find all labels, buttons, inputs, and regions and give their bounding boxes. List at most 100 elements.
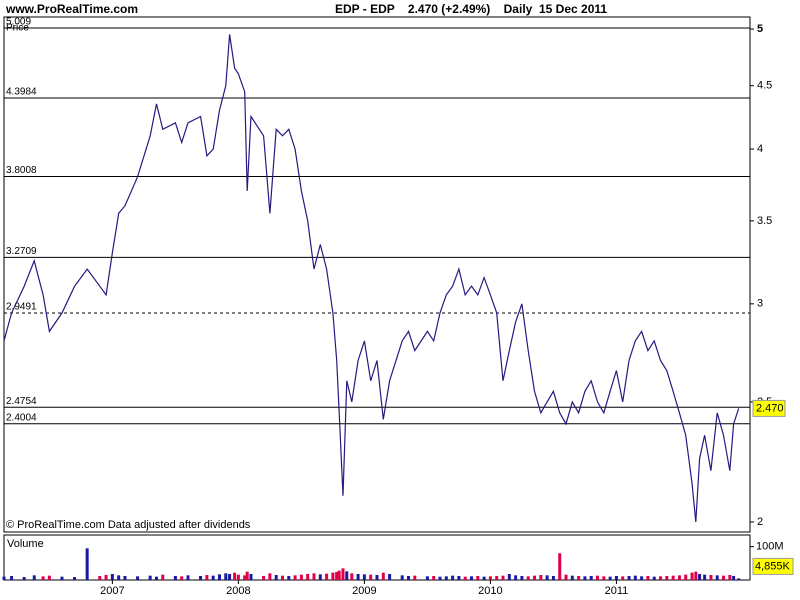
volume-bar <box>41 576 45 580</box>
volume-bar <box>274 575 278 580</box>
y-tick-label: 4.5 <box>757 80 772 92</box>
last-volume-box <box>752 557 794 575</box>
price-line <box>3 34 740 523</box>
volume-bar <box>564 574 568 580</box>
volume-bar <box>350 573 354 580</box>
y-tick-label: 2 <box>757 516 763 528</box>
volume-bar <box>551 576 555 580</box>
volume-bar <box>180 576 184 580</box>
volume-bar <box>728 575 732 580</box>
volume-bar <box>652 576 656 580</box>
volume-bar <box>325 573 329 580</box>
volume-bar <box>495 576 499 580</box>
volume-bar <box>614 576 618 580</box>
volume-bar <box>621 576 625 580</box>
volume-bar <box>425 576 429 580</box>
y-tick-label: 3 <box>757 298 763 310</box>
volume-bar <box>312 573 316 580</box>
volume-bar <box>558 553 562 580</box>
volume-bar <box>205 575 209 580</box>
volume-bar <box>318 574 322 580</box>
volume-bar <box>306 574 310 580</box>
volume-bar <box>186 575 190 580</box>
volume-bar <box>341 568 345 580</box>
volume-bar <box>293 575 297 580</box>
volume-bar <box>211 575 215 580</box>
last-price-box <box>752 399 786 417</box>
volume-bar <box>60 576 64 580</box>
volume-bar <box>646 576 650 580</box>
volume-bar <box>154 576 158 580</box>
level-label: 3.2709 <box>6 246 37 257</box>
volume-bar <box>457 576 461 580</box>
volume-tick-label: 100M <box>756 541 784 553</box>
volume-bar <box>356 574 360 580</box>
volume-bar <box>583 576 587 580</box>
x-tick-label: 2009 <box>352 585 376 597</box>
volume-bar <box>199 576 203 580</box>
volume-bar <box>268 573 272 580</box>
volume-bar <box>337 570 341 580</box>
y-tick-label: 4 <box>757 143 763 155</box>
volume-bar <box>520 576 524 580</box>
volume-label: Volume <box>7 538 44 550</box>
volume-bar <box>694 571 698 580</box>
volume-bar <box>85 548 89 580</box>
footnote: © ProRealTime.com Data adjusted after di… <box>6 519 251 531</box>
volume-bar <box>331 572 335 580</box>
volume-bar <box>123 576 127 580</box>
volume-bar <box>173 576 177 580</box>
volume-bar <box>117 575 121 580</box>
volume-bar <box>236 574 240 580</box>
chart-title: EDP - EDP 2.470 (+2.49%) Daily 15 Dec 20… <box>335 2 607 16</box>
volume-bar <box>2 576 6 580</box>
volume-bar <box>10 576 14 580</box>
volume-bar <box>507 574 511 580</box>
volume-bar <box>345 571 349 580</box>
level-label: 3.8008 <box>6 165 37 176</box>
y-tick-label: 5 <box>757 23 763 35</box>
volume-bar <box>400 575 404 580</box>
volume-bar <box>224 573 228 580</box>
level-label: 4.3984 <box>6 87 37 98</box>
x-tick-label: 2011 <box>605 585 629 597</box>
volume-bar <box>388 574 392 580</box>
volume-bar <box>47 575 51 580</box>
volume-bar <box>369 574 373 580</box>
level-label: 2.4004 <box>6 412 37 423</box>
last-volume-label: 4,855K <box>755 560 791 572</box>
volume-bar <box>463 576 467 580</box>
volume-bar <box>684 574 688 580</box>
volume-bar <box>22 577 26 580</box>
volume-bar <box>110 574 114 580</box>
volume-bar <box>526 576 530 580</box>
volume-bar <box>375 575 379 580</box>
volume-bar <box>722 575 726 580</box>
volume-bar <box>482 576 486 580</box>
volume-bar <box>677 575 681 580</box>
volume-bar <box>476 576 480 580</box>
volume-bar <box>98 576 102 580</box>
price-panel <box>3 16 751 533</box>
volume-bar <box>432 576 436 580</box>
volume-bar <box>698 574 702 580</box>
volume-bar <box>533 575 537 580</box>
volume-bar <box>545 575 549 580</box>
volume-bar <box>570 575 574 580</box>
volume-bar <box>233 572 237 580</box>
volume-bar <box>470 576 474 580</box>
volume-bar <box>148 575 152 580</box>
volume-bar <box>501 575 505 580</box>
volume-bar <box>627 576 631 580</box>
volume-bar <box>299 574 303 580</box>
volume-bar <box>715 575 719 580</box>
volume-bar <box>732 576 736 580</box>
volume-bar <box>488 576 492 580</box>
volume-bar <box>73 577 77 580</box>
volume-bar <box>280 575 284 580</box>
volume-bar <box>608 576 612 580</box>
volume-bar <box>381 572 385 580</box>
source: www.ProRealTime.com <box>5 2 138 16</box>
volume-bar <box>633 575 637 580</box>
